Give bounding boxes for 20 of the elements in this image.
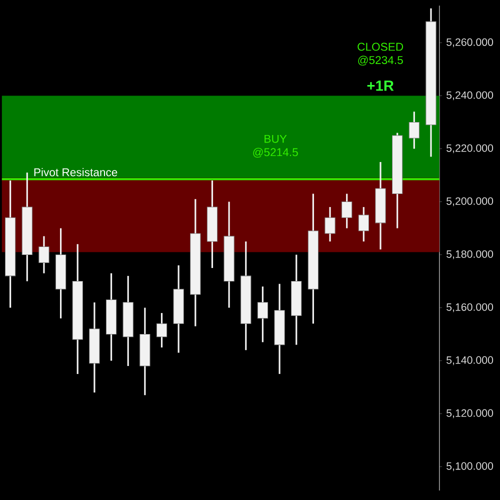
y-tick-label: 5,240.000	[446, 91, 494, 100]
annotation: +1R	[367, 80, 394, 91]
annotation: CLOSED @5234.5	[358, 42, 404, 66]
candlestick	[408, 110, 420, 150]
annotation: BUY @5214.5	[253, 134, 298, 158]
y-tick-label: 5,220.000	[446, 144, 494, 154]
candlestick	[324, 206, 336, 242]
y-tick-label: 5,200.000	[446, 197, 494, 206]
y-tick-label: 5,160.000	[446, 303, 494, 312]
y-tick-label: 5,180.000	[446, 250, 494, 260]
y-tick-label: 5,120.000	[446, 409, 494, 418]
candlestick	[156, 312, 168, 348]
candlestick	[342, 192, 352, 230]
y-tick-label: 5,140.000	[446, 356, 494, 366]
candlestick	[358, 206, 369, 242]
y-tick-label: 5,100.000	[446, 462, 494, 472]
candlestick	[257, 286, 268, 343]
ref-line-label: Pivot Resistance	[34, 168, 118, 176]
candlestick	[38, 235, 50, 274]
y-tick-label: 5,260.000	[446, 38, 494, 48]
